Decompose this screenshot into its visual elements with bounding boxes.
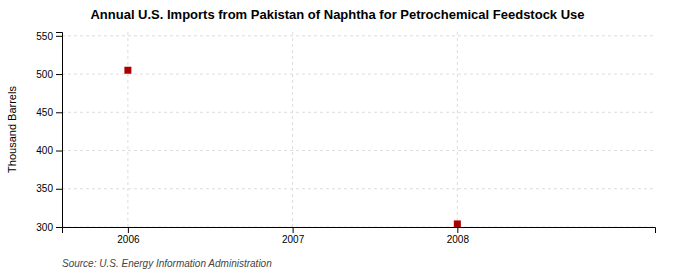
x-axis-line: [63, 228, 656, 234]
x-tick-label: 2008: [447, 234, 470, 245]
y-grid-line: [62, 112, 655, 113]
y-tick-label: 450: [36, 107, 53, 118]
y-tick: 300: [36, 222, 62, 233]
x-tick-mark: [128, 227, 129, 233]
x-tick-label: 2007: [282, 234, 305, 245]
x-tick-label: 2006: [117, 234, 140, 245]
y-tick: 400: [36, 145, 62, 156]
y-grid-line: [62, 74, 655, 75]
x-tick: 2007: [282, 227, 305, 245]
y-tick: 550: [36, 31, 62, 42]
y-tick-mark: [56, 112, 62, 113]
y-axis: 300 350 400 450 500 550: [36, 31, 62, 233]
y-tick-mark: [56, 151, 62, 152]
x-tick-mark: [457, 227, 458, 233]
y-tick: 450: [36, 107, 62, 118]
y-tick-mark: [56, 74, 62, 75]
point: [454, 220, 461, 227]
y-axis-line: [56, 33, 63, 228]
grid: [62, 32, 655, 227]
plot: 2006 2007 2008 300 350 400 450 500 550: [36, 31, 655, 246]
y-grid-line: [62, 150, 655, 151]
y-tick-label: 550: [36, 31, 53, 42]
x-axis: 2006 2007 2008: [63, 227, 656, 245]
y-tick: 350: [36, 183, 62, 194]
y-tick-label: 500: [36, 69, 53, 80]
y-grid-line: [62, 35, 655, 36]
x-tick: 2008: [447, 227, 470, 245]
x-grid-line: [127, 32, 128, 227]
y-tick-mark: [56, 189, 62, 190]
x-grid-line: [292, 32, 293, 227]
x-grid-line: [457, 32, 458, 227]
chart: 2006 2007 2008 300 350 400 450 500 550 Annual U.S…: [0, 0, 675, 275]
source: Source: U.S. Energy Information Administ…: [62, 258, 272, 269]
title: Annual U.S. Imports from Pakistan of Nap…: [90, 7, 584, 22]
point: [124, 67, 131, 74]
x-tick-mark: [293, 227, 294, 233]
y-tick-label: 300: [36, 222, 53, 233]
x-tick: 2006: [117, 227, 140, 245]
y-tick-label: 350: [36, 183, 53, 194]
y-axis-label: Thousand Barrels: [6, 86, 18, 173]
points: [124, 67, 460, 227]
y-grid-line: [62, 188, 655, 189]
y-tick-label: 400: [36, 145, 53, 156]
y-tick-mark: [56, 36, 62, 37]
y-tick: 500: [36, 69, 62, 80]
y-tick-mark: [56, 227, 62, 228]
